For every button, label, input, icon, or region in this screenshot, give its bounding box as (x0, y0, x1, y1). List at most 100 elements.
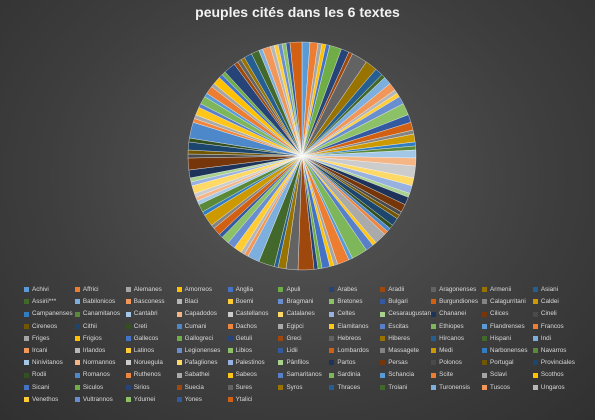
legend-label: Boemi (235, 298, 254, 306)
pie-slice-ytalici (289, 41, 303, 157)
legend-swatch (431, 323, 437, 329)
legend-swatch (278, 323, 284, 329)
legend-item: Sures (227, 382, 279, 393)
legend-swatch (329, 287, 335, 293)
legend-label: Venethos (32, 395, 59, 403)
legend-item: Thraces (329, 382, 380, 393)
legend-swatch (482, 311, 488, 317)
legend-item: Vultrannos (74, 394, 126, 405)
legend-item: Frigios (74, 333, 126, 344)
legend-item: Normannos (74, 357, 126, 368)
legend-swatch (74, 335, 80, 341)
legend-label: Gallogreci (184, 334, 214, 342)
legend-label: Basconess (133, 298, 165, 306)
legend-swatch (329, 372, 335, 378)
legend-item: Provinciales (532, 357, 584, 368)
legend-item: Caldei (532, 296, 584, 307)
legend-swatch (329, 335, 335, 341)
legend-item: Cantabri (125, 308, 177, 319)
legend-item: Syros (278, 382, 329, 393)
legend-item: Escitas (380, 321, 431, 332)
legend-item: Legionenses (176, 345, 228, 356)
legend-swatch (482, 335, 488, 341)
legend-swatch (532, 323, 538, 329)
legend-item: Apuli (278, 284, 329, 295)
legend-label: Ytalici (235, 395, 253, 403)
legend-label: Francos (540, 322, 564, 330)
legend-swatch (24, 287, 29, 293)
legend-label: Scite (439, 371, 454, 379)
legend-label: Burgundiones (439, 298, 478, 306)
legend-swatch (482, 384, 488, 390)
legend-swatch (24, 311, 29, 317)
legend-swatch (74, 287, 80, 293)
legend-label: Legionenses (184, 347, 221, 355)
legend-swatch (227, 299, 233, 305)
legend-swatch (329, 360, 335, 366)
legend-swatch (24, 396, 29, 402)
legend-label: Hebreos (337, 334, 362, 342)
legend-swatch (532, 311, 538, 317)
legend-item: Achivi (24, 284, 75, 295)
legend-item: Troiani (380, 382, 431, 393)
legend-item: Canamitanos (74, 308, 126, 319)
legend-item: Friges (24, 333, 75, 344)
legend-swatch (74, 384, 80, 390)
legend-swatch (532, 287, 538, 293)
legend-label: Troiani (388, 383, 408, 391)
legend-label: Babilonicos (82, 298, 116, 306)
legend-item: Castellanos (227, 308, 279, 319)
legend-label: Alemanes (133, 286, 162, 293)
legend-label: Frigios (82, 334, 102, 342)
legend-label: Thraces (337, 383, 361, 391)
legend-item: Irlandos (74, 345, 126, 356)
legend-swatch (74, 348, 80, 354)
legend-label: Cantabri (133, 310, 158, 318)
legend-label: Canamitanos (82, 310, 120, 318)
legend-label: Ydumei (133, 395, 156, 403)
legend-item: Flandrenses (482, 321, 533, 332)
legend-swatch (278, 384, 284, 390)
legend-swatch (431, 335, 437, 341)
legend-item: Catalanes (278, 308, 329, 319)
legend-item: Ruthenos (125, 369, 177, 380)
legend-label: Escitas (388, 322, 409, 330)
legend-swatch (278, 335, 284, 341)
legend-item: Noruegula (125, 357, 177, 368)
legend-item: Massagete (380, 345, 431, 356)
legend-swatch (380, 384, 386, 390)
legend-label: Navarros (540, 347, 567, 355)
legend-item: Venethos (24, 394, 75, 405)
legend-item: Medi (431, 345, 482, 356)
legend-swatch (74, 360, 80, 366)
legend-item: Aradii (380, 284, 431, 295)
legend-item: Cesaraugustani (380, 308, 431, 319)
legend-label: Cireneos (32, 322, 58, 330)
legend-swatch (278, 348, 284, 354)
legend-swatch (125, 323, 131, 329)
legend-item: Calagurritani (482, 296, 533, 307)
legend-label: Ethiopes (439, 322, 464, 330)
legend-item: Siculos (74, 382, 126, 393)
legend-swatch (227, 323, 233, 329)
legend-swatch (431, 348, 437, 354)
legend-swatch (227, 372, 233, 378)
legend-label: Noruegula (133, 359, 163, 367)
legend-item: Sabeos (227, 369, 279, 380)
legend-item: Greci (278, 333, 329, 344)
legend-item: Anglia (227, 284, 279, 295)
legend-label: Ruthenos (133, 371, 161, 379)
legend-label: Scothos (540, 371, 564, 379)
legend-item: Bretones (329, 296, 380, 307)
legend-swatch (482, 323, 488, 329)
legend-item: Sclavi (482, 369, 533, 380)
legend-swatch (532, 384, 538, 390)
legend-item: Hebreos (329, 333, 380, 344)
legend-label: Blaci (184, 298, 199, 306)
legend-swatch (227, 384, 233, 390)
legend-label: Sures (235, 383, 253, 391)
legend-swatch (125, 299, 131, 305)
legend-label: Sirios (133, 383, 150, 391)
legend-label: Dachos (235, 322, 257, 330)
legend-label: Arabes (337, 286, 358, 293)
